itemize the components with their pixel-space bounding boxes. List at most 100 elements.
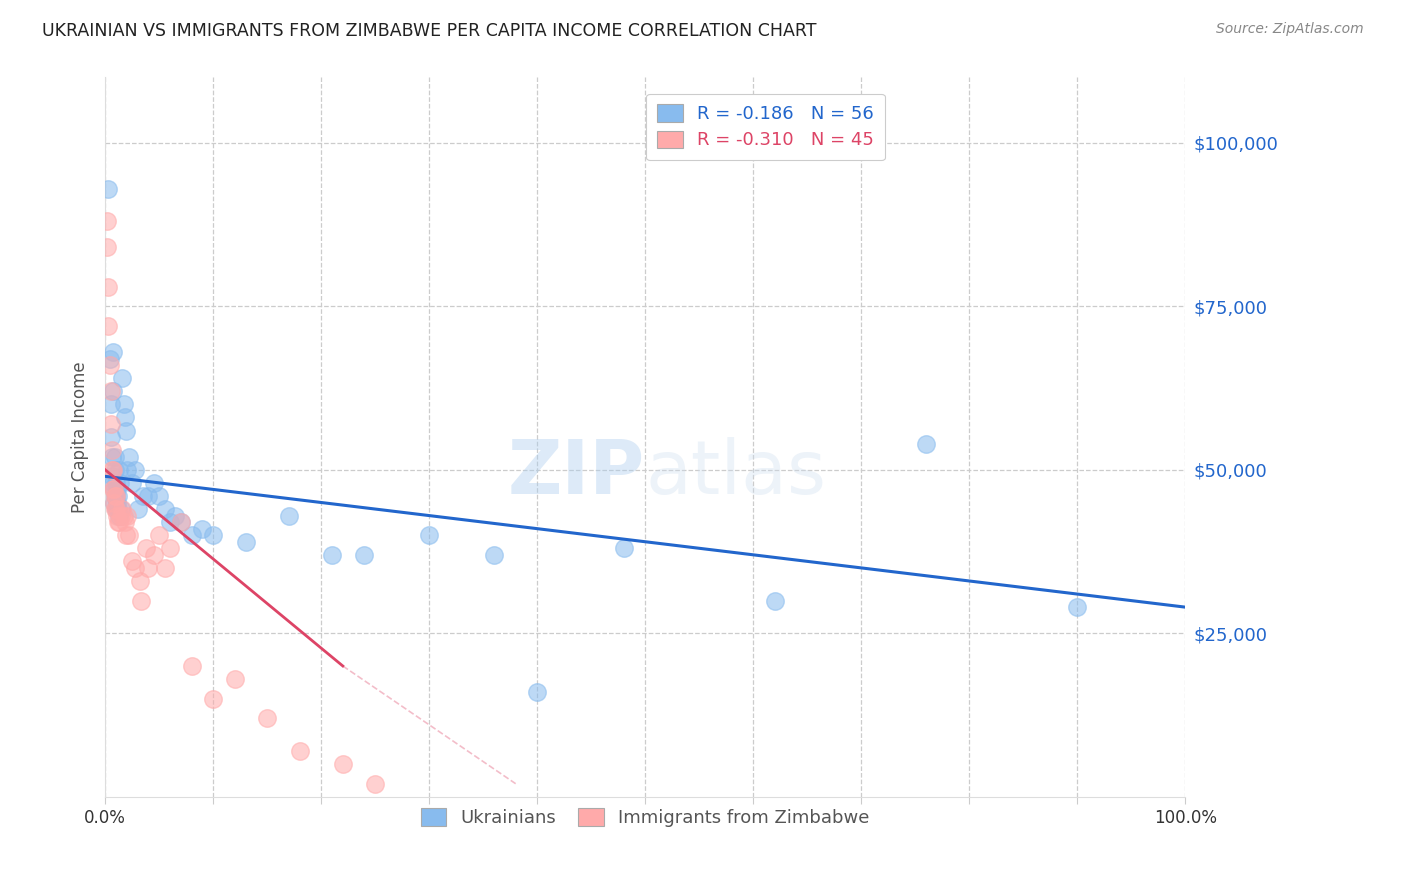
Point bbox=[153, 561, 176, 575]
Point bbox=[97, 181, 120, 195]
Point bbox=[114, 424, 136, 438]
Point bbox=[353, 548, 375, 562]
Point bbox=[100, 450, 122, 464]
Point bbox=[103, 483, 125, 497]
Point bbox=[100, 463, 122, 477]
Point bbox=[101, 345, 124, 359]
Point bbox=[96, 214, 118, 228]
Point bbox=[100, 469, 122, 483]
Point bbox=[103, 483, 125, 497]
Point bbox=[202, 691, 225, 706]
Point bbox=[105, 508, 128, 523]
Point bbox=[104, 502, 127, 516]
Point bbox=[96, 240, 118, 254]
Point bbox=[100, 443, 122, 458]
Point bbox=[129, 593, 152, 607]
Point bbox=[108, 463, 131, 477]
Point bbox=[138, 561, 160, 575]
Point bbox=[132, 489, 155, 503]
Point bbox=[191, 522, 214, 536]
Point bbox=[148, 489, 170, 503]
Point bbox=[114, 410, 136, 425]
Point bbox=[165, 508, 187, 523]
Point bbox=[105, 495, 128, 509]
Point bbox=[148, 528, 170, 542]
Point bbox=[98, 351, 121, 366]
Point bbox=[101, 384, 124, 399]
Text: Source: ZipAtlas.com: Source: ZipAtlas.com bbox=[1216, 22, 1364, 37]
Point bbox=[121, 554, 143, 568]
Point bbox=[235, 534, 257, 549]
Point bbox=[142, 475, 165, 490]
Point bbox=[138, 489, 160, 503]
Point bbox=[277, 508, 299, 523]
Point bbox=[127, 502, 149, 516]
Point bbox=[101, 483, 124, 497]
Point bbox=[915, 436, 938, 450]
Point bbox=[332, 757, 354, 772]
Point bbox=[1066, 600, 1088, 615]
Point bbox=[135, 541, 157, 556]
Point bbox=[321, 548, 343, 562]
Point bbox=[114, 515, 136, 529]
Y-axis label: Per Capita Income: Per Capita Income bbox=[72, 361, 89, 513]
Point bbox=[98, 358, 121, 372]
Point bbox=[108, 508, 131, 523]
Point bbox=[107, 489, 129, 503]
Point bbox=[104, 450, 127, 464]
Text: atlas: atlas bbox=[645, 436, 827, 509]
Point bbox=[115, 463, 138, 477]
Point bbox=[256, 711, 278, 725]
Point bbox=[124, 561, 146, 575]
Point bbox=[111, 371, 134, 385]
Point bbox=[115, 508, 138, 523]
Text: ZIP: ZIP bbox=[508, 436, 645, 509]
Point bbox=[418, 528, 440, 542]
Point bbox=[170, 515, 193, 529]
Point bbox=[105, 502, 128, 516]
Point bbox=[100, 384, 122, 399]
Point bbox=[105, 502, 128, 516]
Point bbox=[100, 397, 122, 411]
Point bbox=[112, 397, 135, 411]
Point bbox=[108, 515, 131, 529]
Point bbox=[364, 777, 387, 791]
Point bbox=[101, 463, 124, 477]
Point bbox=[128, 574, 150, 588]
Point bbox=[110, 508, 132, 523]
Point bbox=[112, 508, 135, 523]
Point bbox=[97, 279, 120, 293]
Point bbox=[101, 475, 124, 490]
Point bbox=[105, 475, 128, 490]
Point bbox=[111, 502, 134, 516]
Point bbox=[202, 528, 225, 542]
Point bbox=[118, 528, 141, 542]
Point bbox=[180, 528, 202, 542]
Point bbox=[110, 475, 132, 490]
Point bbox=[107, 515, 129, 529]
Text: UKRAINIAN VS IMMIGRANTS FROM ZIMBABWE PER CAPITA INCOME CORRELATION CHART: UKRAINIAN VS IMMIGRANTS FROM ZIMBABWE PE… bbox=[42, 22, 817, 40]
Point bbox=[104, 463, 127, 477]
Point bbox=[97, 318, 120, 333]
Point bbox=[153, 502, 176, 516]
Point bbox=[107, 502, 129, 516]
Point bbox=[482, 548, 505, 562]
Point bbox=[104, 489, 127, 503]
Point bbox=[159, 515, 181, 529]
Point bbox=[103, 495, 125, 509]
Point bbox=[105, 489, 128, 503]
Point bbox=[114, 528, 136, 542]
Point bbox=[121, 475, 143, 490]
Point bbox=[180, 659, 202, 673]
Point bbox=[118, 450, 141, 464]
Point bbox=[100, 430, 122, 444]
Point bbox=[170, 515, 193, 529]
Legend: Ukrainians, Immigrants from Zimbabwe: Ukrainians, Immigrants from Zimbabwe bbox=[413, 801, 876, 835]
Point bbox=[100, 417, 122, 431]
Point bbox=[104, 489, 127, 503]
Point bbox=[613, 541, 636, 556]
Point bbox=[159, 541, 181, 556]
Point bbox=[110, 502, 132, 516]
Point bbox=[124, 463, 146, 477]
Point bbox=[103, 495, 125, 509]
